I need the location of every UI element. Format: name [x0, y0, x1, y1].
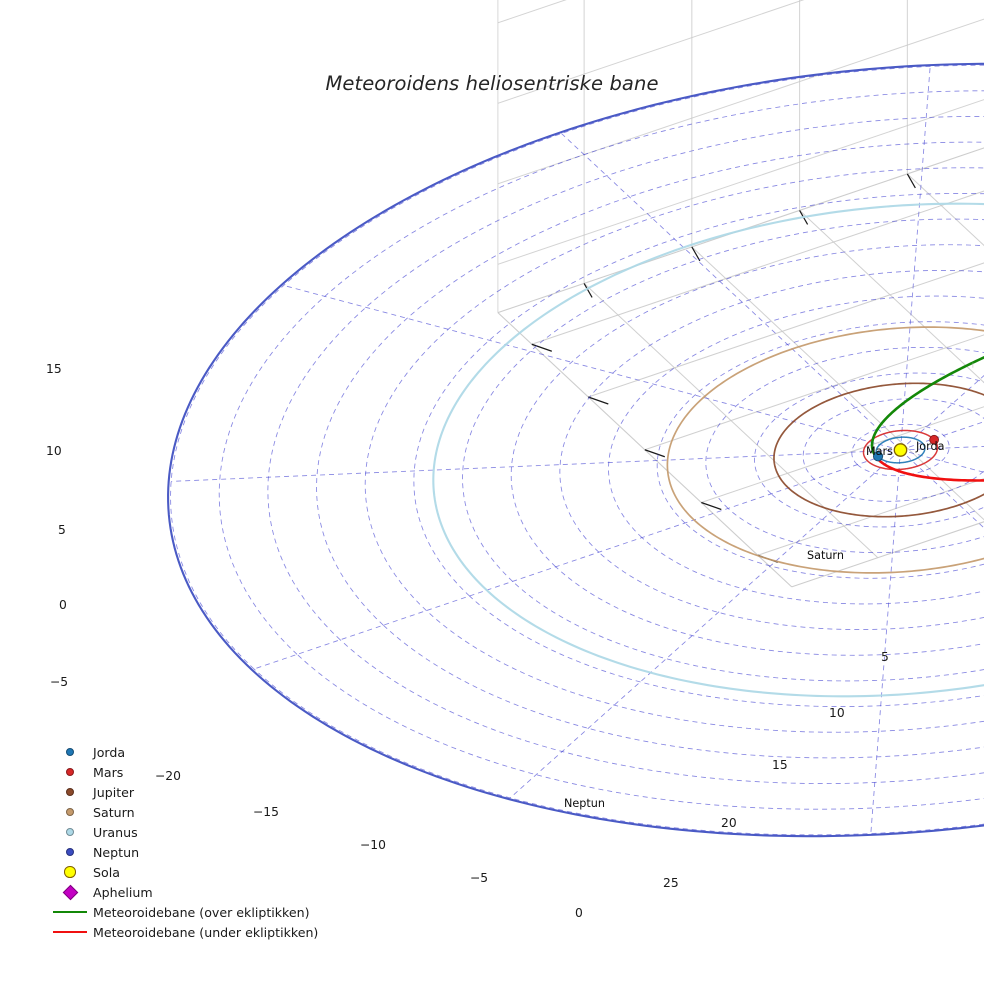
tick-label-x-4: 0	[575, 906, 583, 920]
legend-item-uranus[interactable]: Uranus	[47, 822, 318, 842]
tick-label-y-3: 20	[721, 816, 737, 830]
orbit-jorda	[875, 436, 926, 464]
body-sola	[893, 443, 908, 457]
orbit-saturn	[666, 326, 984, 574]
legend-label: Meteoroidebane (over ekliptikken)	[93, 904, 310, 920]
legend-item-jupiter[interactable]: Jupiter	[47, 782, 318, 802]
body-jorda	[872, 451, 884, 462]
legend-item-meteoroid-over[interactable]: Meteoroidebane (over ekliptikken)	[47, 902, 318, 922]
meteoroid-segment-under-0	[875, 456, 984, 482]
tick-label-z-4: −5	[50, 675, 69, 689]
legend-label: Neptun	[93, 844, 140, 860]
tick-label-x-3: −5	[470, 871, 489, 885]
tick-label-x-0: −20	[155, 769, 181, 783]
legend-line-under	[53, 931, 87, 933]
page-title: Meteoroidens heliosentriske bane	[325, 72, 659, 95]
legend-label: Aphelium	[93, 884, 153, 900]
legend-label: Mars	[93, 764, 124, 780]
meteoroid-segment-over-1	[870, 355, 984, 459]
planet-orbits	[167, 62, 984, 838]
legend-label: Uranus	[93, 824, 138, 840]
legend-item-saturn[interactable]: Saturn	[47, 802, 318, 822]
legend-item-meteoroid-under[interactable]: Meteoroidebane (under ekliptikken)	[47, 922, 318, 942]
tick-label-x-2: −10	[360, 838, 386, 852]
legend-label: Meteoroidebane (under ekliptikken)	[93, 924, 319, 940]
orbit-droplines	[972, 362, 974, 368]
legend-marker-saturn	[65, 807, 75, 817]
legend-label: Jorda	[93, 744, 126, 760]
legend-label: Sola	[93, 864, 120, 880]
celestial-bodies	[872, 434, 939, 462]
body-label-saturn: Saturn	[807, 549, 844, 562]
tick-label-z-1: 10	[46, 444, 62, 458]
legend-marker-neptun	[66, 848, 74, 856]
legend-marker-jupiter	[65, 787, 75, 797]
tick-label-x-1: −15	[253, 805, 279, 819]
legend-marker-mars	[66, 768, 74, 776]
body-label-mars: Mars	[866, 445, 893, 458]
legend-marker-uranus	[65, 827, 75, 837]
tick-label-y-1: 10	[829, 706, 845, 720]
tick-label-y-4: 25	[663, 876, 679, 890]
polar-grid	[170, 64, 984, 836]
legend-line-over	[53, 911, 87, 913]
tick-label-z-2: 5	[58, 523, 66, 537]
tick-label-y-2: 15	[772, 758, 788, 772]
orbit-uranus	[432, 202, 984, 698]
legend-item-mars[interactable]: Mars	[47, 762, 318, 782]
meteoroid-orbit	[870, 355, 984, 482]
orbit-neptun	[167, 62, 984, 838]
legend-item-neptun[interactable]: Neptun	[47, 842, 318, 862]
legend: Jorda Mars Jupiter Saturn Uranus Neptun Sola Ap…	[47, 742, 318, 942]
legend-item-aphelium[interactable]: Aphelium	[47, 882, 318, 902]
legend-marker-jorda	[65, 747, 75, 757]
tick-label-z-0: 15	[46, 362, 62, 376]
tick-label-y-0: 5	[881, 650, 889, 664]
legend-marker-sola	[64, 866, 76, 878]
legend-marker-aphelium	[62, 884, 78, 900]
legend-item-sola[interactable]: Sola	[47, 862, 318, 882]
body-mars	[929, 434, 939, 445]
legend-label: Saturn	[93, 804, 135, 820]
tick-label-z-3: 0	[59, 598, 67, 612]
body-label-neptun: Neptun	[564, 797, 605, 810]
legend-item-jorda[interactable]: Jorda	[47, 742, 318, 762]
orbit-jupiter	[773, 382, 984, 518]
body-label-jorda: Jorda	[916, 440, 945, 453]
legend-label: Jupiter	[93, 784, 135, 800]
